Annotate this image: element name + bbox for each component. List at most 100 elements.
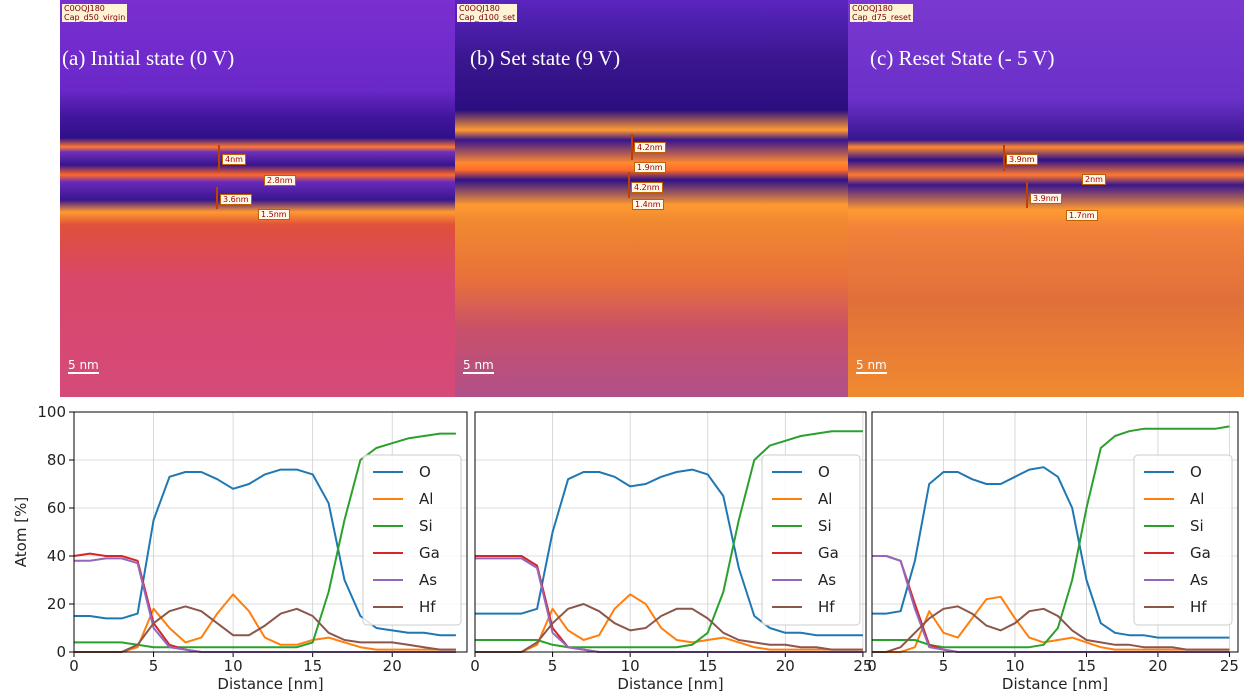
x-axis-label: Distance [nm] (617, 675, 723, 693)
measurement: 2.8nm (264, 175, 296, 186)
series-line (872, 595, 1230, 653)
legend-label: Hf (818, 598, 835, 616)
y-tick-label: 80 (47, 451, 66, 469)
legend-label: Al (818, 490, 832, 508)
y-tick-label: 20 (47, 595, 66, 613)
legend-label: As (419, 571, 437, 589)
tag-line: Cap_d75_reset (852, 13, 912, 22)
image-tag: C0OQJ180 Cap_d75_reset (850, 4, 914, 22)
image-tag: C0OQJ180 Cap_d100_set (457, 4, 518, 22)
caption: (b) Set state (9 V) (470, 46, 621, 70)
legend-label: Si (419, 517, 433, 535)
series-line (74, 557, 456, 653)
image-tag: C0OQJ180 Cap_d50_virgin (62, 4, 128, 22)
series-line (74, 468, 456, 637)
caption: (c) Reset State (- 5 V) (870, 46, 1055, 70)
tem-image: C0OQJ180 Cap_d75_reset (c) Reset State (-… (848, 0, 1244, 397)
series-line (872, 555, 1230, 653)
series-line (872, 605, 1230, 653)
scale-bar: 5 nm (856, 358, 887, 374)
legend-label: Hf (419, 598, 436, 616)
series-line (475, 603, 863, 653)
legend-label: Ga (818, 544, 839, 562)
series-line (74, 432, 456, 649)
tem-image: C0OQJ180 Cap_d100_set (b) Set state (9 V)… (455, 0, 848, 397)
caption: (a) Initial state (0 V) (62, 46, 235, 70)
scale-bar: 5 nm (463, 358, 494, 374)
measurement: 4.2nm (634, 142, 666, 153)
measurement: 3.6nm (220, 194, 252, 205)
x-tick-label: 25 (1220, 657, 1239, 675)
x-axis-label: Distance [nm] (1002, 675, 1108, 693)
measurement: 3.9nm (1006, 154, 1038, 165)
plot-area (475, 412, 866, 652)
y-tick-label: 60 (47, 499, 66, 517)
tag-line: Cap_d50_virgin (64, 13, 126, 22)
series-line (475, 468, 863, 637)
legend-label: O (419, 463, 431, 481)
measurement: 4.2nm (631, 182, 663, 193)
measurement: 4nm (222, 154, 246, 165)
series-line (73, 552, 456, 653)
series-line (872, 425, 1230, 649)
legend-label: Al (1190, 490, 1204, 508)
plot-area (74, 412, 467, 652)
x-tick-label: 5 (149, 657, 159, 675)
measurement: 1.5nm (258, 209, 290, 220)
x-tick-label: 20 (1148, 657, 1167, 675)
plot-area (872, 412, 1238, 652)
plot-frame (871, 411, 1239, 653)
measurement: 2nm (1082, 174, 1106, 185)
legend-label: Al (419, 490, 433, 508)
tag-line: C0OQJ180 (459, 4, 500, 13)
y-axis-label: Atom [%] (12, 497, 30, 567)
series-line (475, 593, 863, 653)
legend-label: As (818, 571, 836, 589)
x-tick-label: 15 (1077, 657, 1096, 675)
x-axis-label: Distance [nm] (217, 675, 323, 693)
series-line (74, 605, 456, 653)
legend-label: Hf (1190, 598, 1207, 616)
measurement: 3.9nm (1030, 193, 1062, 204)
measure-bar (218, 145, 220, 171)
y-tick-label: 40 (47, 547, 66, 565)
tem-image: C0OQJ180 Cap_d50_virgin (a) Initial state… (60, 0, 455, 397)
x-tick-label: 15 (303, 657, 322, 675)
x-tick-label: 5 (939, 657, 949, 675)
x-tick-label: 15 (698, 657, 717, 675)
series-line (872, 466, 1230, 639)
tag-line: Cap_d100_set (459, 13, 516, 22)
x-tick-label: 10 (621, 657, 640, 675)
legend-label: O (1190, 463, 1202, 481)
measure-bar (216, 187, 218, 209)
legend-label: Ga (1190, 544, 1211, 562)
x-tick-label: 10 (224, 657, 243, 675)
legend-box (761, 454, 861, 626)
y-tick-label: 100 (37, 403, 66, 421)
legend-label: Si (818, 517, 832, 535)
legend-label: Si (1190, 517, 1204, 535)
legend-box (1133, 454, 1233, 626)
x-tick-label: 10 (1005, 657, 1024, 675)
measure-bar (1003, 145, 1005, 171)
x-tick-label: 25 (853, 657, 872, 675)
x-tick-label: 20 (776, 657, 795, 675)
tag-line: C0OQJ180 (64, 4, 105, 13)
x-tick-label: 5 (548, 657, 558, 675)
y-tick-label: 0 (56, 643, 66, 661)
x-tick-label: 0 (470, 657, 480, 675)
measurement: 1.9nm (634, 162, 666, 173)
tag-line: C0OQJ180 (852, 4, 893, 13)
measurement: 1.7nm (1066, 210, 1098, 221)
measure-bar (1026, 182, 1028, 208)
legend-label: Ga (419, 544, 440, 562)
measure-bar (631, 134, 633, 160)
plot-frame (73, 411, 468, 653)
series-line (475, 555, 863, 653)
measure-bar (628, 172, 630, 198)
series-line (74, 593, 456, 653)
x-tick-label: 0 (867, 657, 877, 675)
series-line (872, 555, 1230, 653)
legend-label: As (1190, 571, 1208, 589)
